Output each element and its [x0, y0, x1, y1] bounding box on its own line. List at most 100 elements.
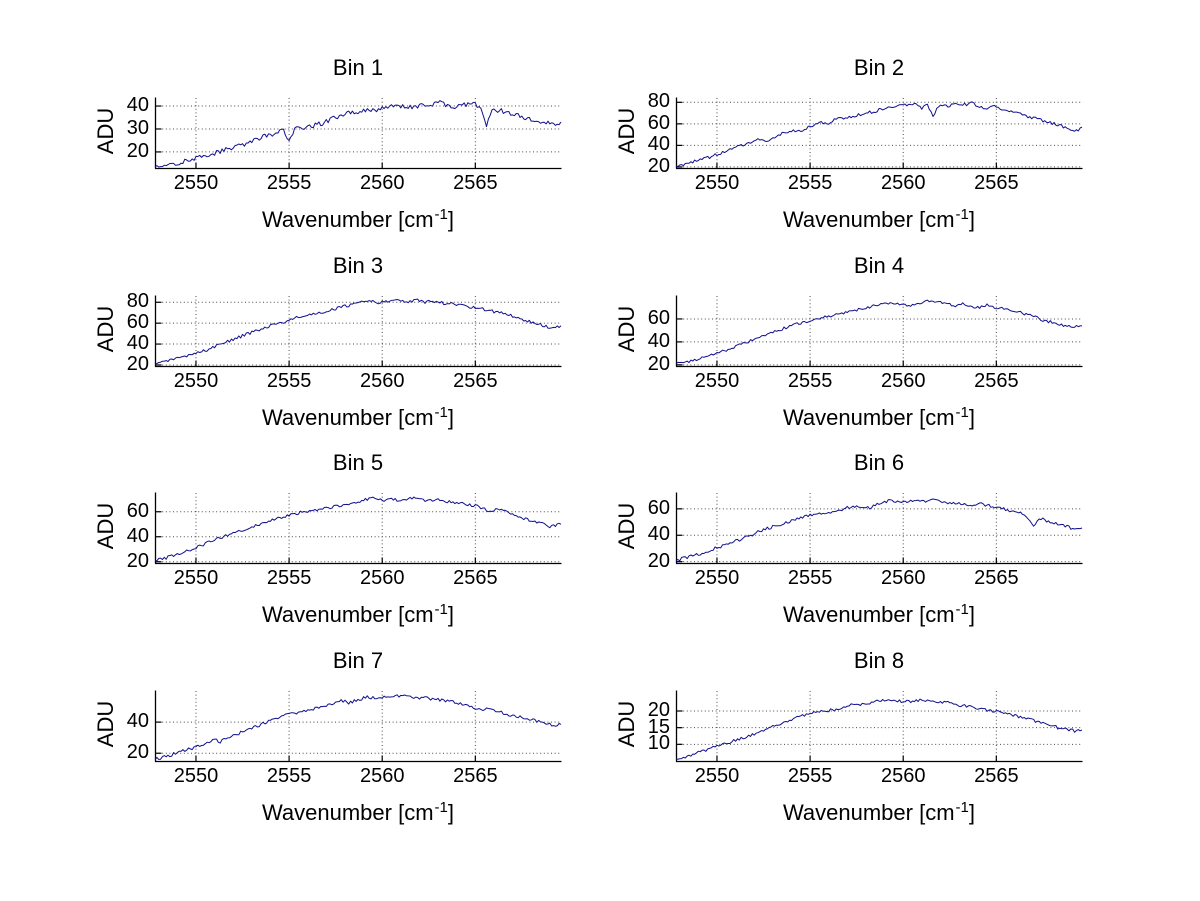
x-tick-label: 2560: [880, 567, 926, 589]
y-tick-label: 20: [647, 699, 670, 721]
plot-area: [154, 492, 562, 565]
x-tick-label: 2555: [266, 370, 312, 392]
plot-title: Bin 6: [853, 450, 905, 475]
x-tick-label: 2550: [694, 172, 740, 194]
y-tick-label: 40: [647, 133, 670, 156]
plot-area: [154, 690, 562, 763]
x-tick-label: 2565: [974, 765, 1019, 787]
plot-area: [154, 295, 562, 368]
x-tick-label: 2550: [173, 765, 219, 787]
x-tick-label: 2555: [266, 567, 312, 589]
x-tick-label: 2550: [173, 172, 219, 194]
plot-area: [675, 492, 1083, 565]
y-tick-label: 15: [647, 715, 670, 738]
y-tick-label: 60: [126, 311, 149, 334]
x-tick-label: 2555: [787, 567, 833, 589]
x-tick-label: 2550: [694, 370, 740, 392]
x-tick-label: 2555: [787, 172, 833, 194]
plot-title: Bin 2: [853, 55, 905, 80]
y-tick-label: 60: [647, 306, 670, 329]
x-axis-label-text: Wavenumber [cm: [261, 602, 434, 627]
plot-area: [675, 295, 1083, 368]
x-tick-label: 2560: [880, 765, 926, 787]
x-axis-label-superscript: -1: [955, 404, 969, 421]
subplot-bin-5: Bin 5 ADU Wavenumber [cm-1] 2550 2555 2560…: [0, 397, 600, 627]
x-axis-label-close: ]: [447, 800, 455, 825]
x-tick-label: 2560: [880, 370, 926, 392]
plot-area: [675, 97, 1083, 170]
x-tick-label: 2565: [453, 765, 498, 787]
x-axis-label: Wavenumber [cm-1]: [676, 404, 1082, 431]
x-axis-label: Wavenumber [cm-1]: [155, 206, 561, 233]
y-tick-label: 20: [126, 139, 149, 162]
x-axis-label-close: ]: [447, 602, 455, 627]
plot-title: Bin 8: [853, 648, 905, 673]
y-tick-label: 40: [647, 523, 670, 546]
x-tick-label: 2550: [173, 567, 219, 589]
x-axis-label-close: ]: [447, 405, 455, 430]
x-tick-label: 2555: [787, 765, 833, 787]
plot-area: [154, 97, 562, 170]
subplot-bin-3: Bin 3 ADU Wavenumber [cm-1] 2550 2555 2560…: [0, 200, 600, 430]
x-tick-label: 2565: [974, 172, 1019, 194]
subplot-bin-7: Bin 7 ADU Wavenumber [cm-1] 2550 2555 2560…: [0, 595, 600, 825]
x-axis-label-superscript: -1: [434, 206, 448, 223]
y-tick-label: 20: [126, 352, 149, 375]
plot-title: Bin 4: [853, 253, 905, 278]
x-axis-label-text: Wavenumber [cm: [261, 207, 434, 232]
x-axis-label: Wavenumber [cm-1]: [676, 206, 1082, 233]
y-tick-label: 20: [126, 549, 149, 572]
x-tick-label: 2560: [359, 765, 405, 787]
x-axis-label-text: Wavenumber [cm: [782, 602, 955, 627]
subplot-bin-2: Bin 2 ADU Wavenumber [cm-1] 2550 2555 2560…: [521, 2, 1121, 232]
y-tick-label: 30: [126, 116, 149, 139]
x-axis-label: Wavenumber [cm-1]: [155, 404, 561, 431]
x-tick-label: 2565: [974, 567, 1019, 589]
x-tick-label: 2560: [359, 370, 405, 392]
x-tick-label: 2565: [974, 370, 1019, 392]
x-axis-label-superscript: -1: [434, 601, 448, 618]
x-axis-label-close: ]: [968, 800, 976, 825]
x-axis-label-close: ]: [968, 207, 976, 232]
y-tick-label: 10: [647, 732, 670, 755]
x-axis-label-superscript: -1: [434, 799, 448, 816]
x-axis-label-close: ]: [968, 602, 976, 627]
subplot-bin-1: Bin 1 ADU Wavenumber [cm-1] 2550 2555 2560…: [0, 2, 600, 232]
x-tick-label: 2555: [787, 370, 833, 392]
x-tick-label: 2560: [359, 172, 405, 194]
x-axis-label-superscript: -1: [434, 404, 448, 421]
x-axis-label-text: Wavenumber [cm: [261, 405, 434, 430]
x-tick-label: 2550: [694, 567, 740, 589]
y-tick-label: 80: [126, 290, 149, 313]
plot-area: [675, 690, 1083, 763]
plot-title: Bin 1: [332, 55, 384, 80]
y-tick-label: 60: [647, 496, 670, 519]
x-axis-label: Wavenumber [cm-1]: [155, 799, 561, 826]
y-tick-label: 20: [647, 154, 670, 177]
plot-title: Bin 5: [332, 450, 384, 475]
x-axis-label: Wavenumber [cm-1]: [155, 601, 561, 628]
x-tick-label: 2550: [173, 370, 219, 392]
subplot-bin-8: Bin 8 ADU Wavenumber [cm-1] 2550 2555 2560…: [521, 595, 1121, 825]
y-tick-label: 20: [647, 352, 670, 375]
x-tick-label: 2565: [453, 172, 498, 194]
x-tick-label: 2560: [880, 172, 926, 194]
y-tick-label: 40: [647, 329, 670, 352]
x-tick-label: 2565: [453, 567, 498, 589]
x-axis-label-superscript: -1: [955, 799, 969, 816]
subplot-bin-4: Bin 4 ADU Wavenumber [cm-1] 2550 2555 2560…: [521, 200, 1121, 430]
x-tick-label: 2550: [694, 765, 740, 787]
x-axis-label-close: ]: [447, 207, 455, 232]
y-tick-label: 60: [126, 499, 149, 522]
x-axis-label-text: Wavenumber [cm: [782, 207, 955, 232]
y-tick-label: 40: [126, 710, 149, 733]
plot-title: Bin 7: [332, 648, 384, 673]
x-tick-label: 2555: [266, 172, 312, 194]
y-tick-label: 20: [126, 741, 149, 764]
y-tick-label: 60: [647, 111, 670, 134]
y-tick-label: 40: [126, 524, 149, 547]
subplot-bin-6: Bin 6 ADU Wavenumber [cm-1] 2550 2555 2560…: [521, 397, 1121, 627]
y-tick-label: 40: [126, 94, 149, 117]
plot-title: Bin 3: [332, 253, 384, 278]
